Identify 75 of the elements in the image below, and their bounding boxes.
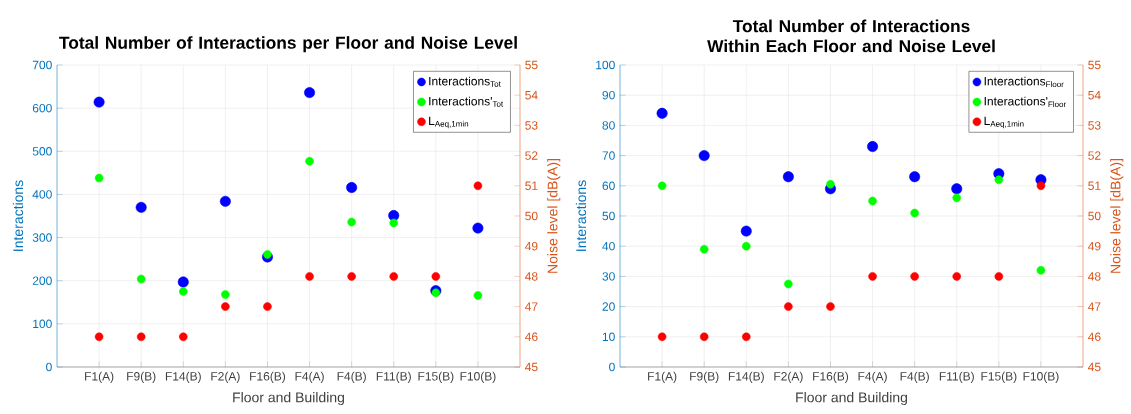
- x-tick-label: F2(A): [211, 371, 240, 383]
- y-tick-label: 100: [596, 60, 615, 70]
- x-tick-label: F14(B): [728, 371, 764, 383]
- y-tick-label: 30: [602, 272, 615, 281]
- x-axis-title: Floor and Building: [796, 392, 907, 406]
- y-tick-label: 300: [32, 233, 52, 242]
- y-tick-label: 400: [32, 190, 52, 199]
- y-axis-title: Interactions: [575, 180, 587, 251]
- y2-tick-label: 55: [525, 60, 538, 70]
- x-tick-label: F15(B): [418, 371, 454, 383]
- x-tick-label: F2(A): [774, 371, 803, 383]
- y-tick-label: 80: [602, 121, 615, 130]
- y2-tick-label: 49: [524, 241, 538, 251]
- x-tick-label: F4(A): [858, 371, 887, 383]
- y2-tick-label: 46: [524, 332, 538, 342]
- legend-label: Interactions$_{Tot}$: [429, 76, 501, 87]
- y2-tick-label: 51: [525, 181, 538, 190]
- y-tick-label: 60: [602, 181, 615, 191]
- y2-tick-label: 47: [1088, 302, 1101, 311]
- y-tick-label: 50: [602, 211, 615, 221]
- legend-label: Interactions'$_{Floor}$: [984, 96, 1067, 108]
- x-tick-label: F4(B): [900, 371, 929, 383]
- legend-label: Interactions$_{Floor}$: [984, 76, 1064, 88]
- y2-tick-label: 54: [1088, 91, 1101, 100]
- x-tick-label: F4(A): [295, 371, 324, 383]
- x-tick-label: F1(A): [85, 371, 114, 383]
- y2-tick-label: 52: [1088, 151, 1101, 160]
- x-tick-label: F16(B): [813, 371, 849, 383]
- y2-tick-label: 53: [1088, 121, 1101, 130]
- x-tick-label: F16(B): [250, 371, 286, 383]
- x-tick-label: F14(B): [165, 371, 201, 383]
- y-tick-label: 100: [33, 319, 52, 329]
- x-tick-label: F10(B): [1023, 371, 1059, 383]
- y2-tick-label: 54: [525, 91, 538, 100]
- chart-title: Total Number of Interactions per Floor and Noise Level: [59, 36, 517, 53]
- y2-tick-label: 48: [524, 272, 538, 281]
- x-tick-label: F11(B): [939, 371, 974, 383]
- y-tick-label: 90: [602, 90, 615, 100]
- y-tick-label: 600: [32, 103, 52, 113]
- y2-tick-label: 51: [1088, 181, 1101, 190]
- y2-tick-label: 48: [1088, 272, 1101, 281]
- chart-title: Total Number of Interactions Within Each Floor and Noise Level: [707, 19, 995, 53]
- x-tick-label: F4(B): [337, 371, 366, 383]
- legend-label: L$_{Aeq,1min}$: [429, 116, 469, 129]
- x-axis-title: Floor and Building: [233, 392, 344, 406]
- y2-tick-label: 50: [525, 211, 538, 221]
- y-tick-label: 0: [46, 362, 52, 372]
- legend-label: L$_{Aeq,1min}$: [984, 116, 1024, 129]
- y2-tick-label: 45: [524, 362, 538, 372]
- y2-axis-title: Noise level [dB(A)]: [547, 159, 561, 273]
- x-tick-label: F9(B): [690, 371, 719, 383]
- legend-label: Interactions'$_{Tot}$: [429, 96, 504, 107]
- y-tick-label: 40: [602, 241, 615, 251]
- y-tick-label: 0: [609, 362, 615, 372]
- y2-tick-label: 50: [1088, 211, 1101, 221]
- y2-tick-label: 49: [1088, 241, 1101, 251]
- x-tick-label: F9(B): [127, 371, 156, 383]
- y2-tick-label: 45: [1088, 362, 1101, 372]
- y-tick-label: 70: [602, 151, 615, 160]
- x-tick-label: F15(B): [981, 371, 1017, 383]
- y2-tick-label: 55: [1088, 60, 1101, 70]
- y2-tick-label: 52: [525, 151, 538, 160]
- y2-tick-label: 46: [1088, 332, 1101, 342]
- y2-axis-title: Noise level [dB(A)]: [1110, 159, 1124, 273]
- y2-tick-label: 53: [525, 121, 538, 130]
- x-tick-label: F10(B): [460, 371, 496, 383]
- y-axis-title: Interactions: [12, 180, 24, 251]
- y-tick-label: 10: [602, 332, 615, 342]
- x-tick-label: F1(A): [648, 371, 677, 383]
- y-tick-label: 20: [602, 302, 615, 311]
- y2-tick-label: 47: [524, 302, 538, 311]
- y-tick-label: 700: [32, 60, 52, 70]
- y-tick-label: 200: [32, 276, 52, 285]
- x-tick-label: F11(B): [376, 371, 411, 383]
- y-tick-label: 500: [32, 147, 52, 156]
